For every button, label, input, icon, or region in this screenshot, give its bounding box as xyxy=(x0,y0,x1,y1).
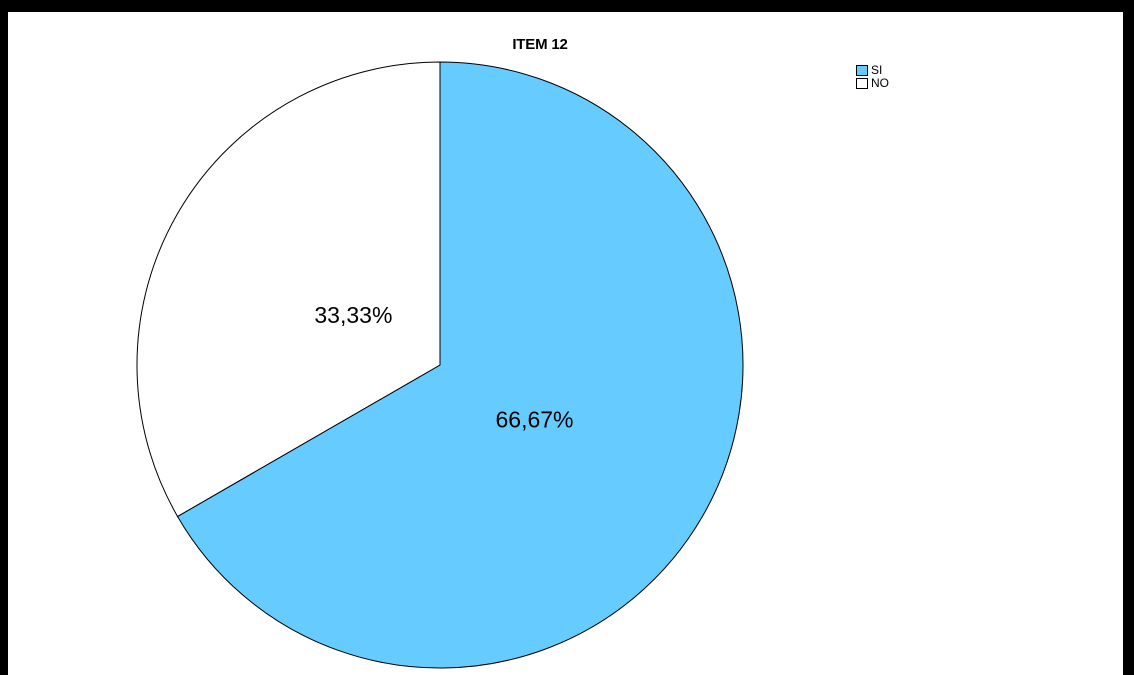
chart-title: ITEM 12 xyxy=(512,36,568,53)
legend-label-no: NO xyxy=(871,76,889,90)
data-label-si: 66,67% xyxy=(495,407,573,433)
pie-slice-si xyxy=(176,61,744,669)
legend-item-si: SI xyxy=(856,64,889,77)
data-label-no: 33,33% xyxy=(314,302,392,328)
legend-swatch-no xyxy=(856,78,868,89)
legend-label-si: SI xyxy=(871,63,883,77)
chart-legend: SI NO xyxy=(856,64,889,90)
legend-swatch-si xyxy=(856,65,868,76)
pie-slice-no xyxy=(136,61,441,518)
legend-item-no: NO xyxy=(856,77,889,90)
